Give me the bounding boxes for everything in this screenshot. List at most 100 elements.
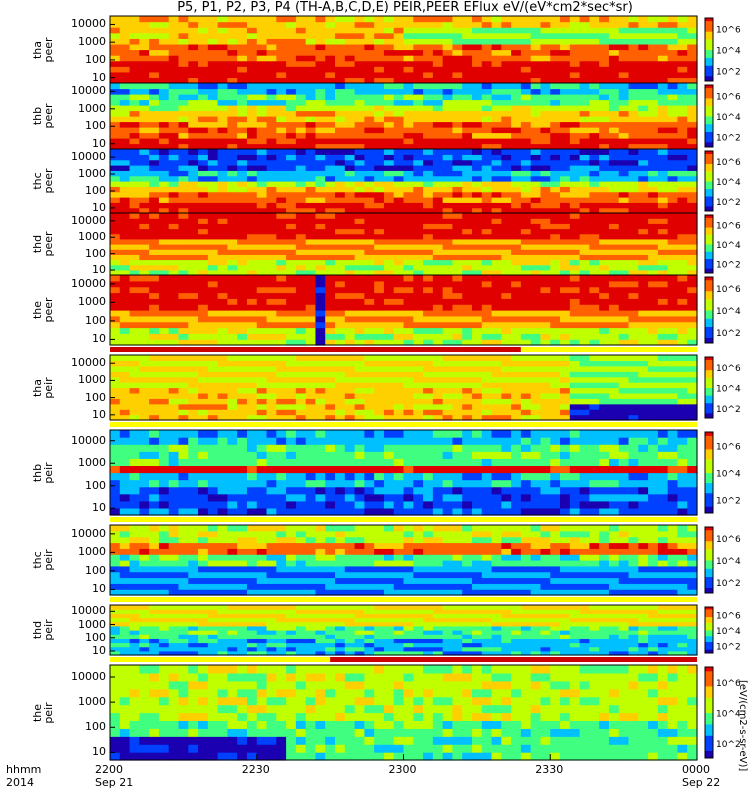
heatmap-cell [256, 154, 268, 161]
heatmap-cell [442, 21, 454, 28]
heatmap-cell [648, 110, 659, 117]
heatmap-cell [335, 83, 346, 90]
heatmap-cell [149, 500, 160, 509]
heatmap-cell [119, 414, 131, 421]
heatmap-cell [325, 409, 336, 416]
heatmap-cell [569, 43, 581, 51]
heatmap-cell [110, 458, 121, 467]
heatmap-cell [217, 259, 228, 266]
heatmap-cell [687, 213, 698, 219]
heatmap-cell [423, 465, 434, 474]
colorbar-segment [705, 310, 713, 314]
heatmap-cell [110, 365, 121, 372]
heatmap-cell [520, 376, 532, 383]
heatmap-cell [599, 280, 610, 288]
heatmap-cell [589, 197, 600, 203]
heatmap-cell [628, 315, 639, 323]
heatmap-cell [511, 486, 522, 495]
heatmap-cell [657, 493, 669, 502]
heatmap-cell [207, 138, 219, 145]
heatmap-cell [423, 275, 434, 282]
heatmap-cell [344, 21, 356, 28]
heatmap-cell [374, 376, 385, 383]
heatmap-cell [657, 465, 669, 474]
heatmap-cell [481, 269, 493, 276]
heatmap-cell [638, 238, 649, 245]
heatmap-cell [188, 493, 199, 502]
heatmap-cell [560, 159, 571, 166]
heatmap-cell [638, 500, 649, 509]
heatmap-cell [237, 493, 248, 502]
heatmap-cell [452, 181, 463, 187]
heatmap-cell [110, 223, 121, 230]
heatmap-cell [305, 94, 317, 101]
heatmap-cell [393, 500, 405, 509]
heatmap-cell [305, 43, 317, 51]
heatmap-cell [227, 191, 238, 198]
heatmap-cell [237, 223, 248, 230]
heatmap-cell [295, 175, 307, 182]
heatmap-cell [511, 170, 522, 177]
heatmap-cell [266, 371, 277, 378]
heatmap-cell [266, 88, 277, 95]
heatmap-cell [217, 244, 228, 250]
heatmap-cell [413, 94, 424, 101]
heatmap-cell [354, 143, 365, 150]
heatmap-cell [178, 32, 189, 39]
heatmap-cell [638, 38, 649, 45]
heatmap-cell [501, 382, 512, 389]
heatmap-cell [501, 127, 512, 134]
heatmap-cell [540, 304, 551, 311]
heatmap-cell [188, 77, 199, 84]
heatmap-cell [491, 191, 502, 198]
heatmap-cell [452, 321, 463, 329]
heatmap-cell [471, 38, 483, 45]
heatmap-cell [628, 238, 639, 245]
heatmap-cell [383, 472, 395, 481]
heatmap-cell [139, 170, 150, 177]
heatmap-cell [462, 143, 473, 150]
heatmap-cell [618, 472, 630, 481]
heatmap-cell [432, 213, 444, 219]
colorbar-segment [705, 227, 713, 230]
heatmap-cell [677, 327, 688, 334]
heatmap-cell [579, 202, 590, 209]
heatmap-cell [198, 264, 209, 271]
heatmap-cell [452, 398, 463, 405]
heatmap-cell [413, 365, 424, 372]
heatmap-cell [579, 213, 590, 219]
heatmap-cell [344, 60, 356, 67]
heatmap-cell [246, 315, 258, 323]
heatmap-cell [491, 355, 502, 362]
heatmap-cell [158, 310, 170, 317]
heatmap-cell [657, 365, 669, 372]
heatmap-cell [530, 298, 542, 305]
heatmap-cell [599, 94, 610, 101]
heatmap-cell [687, 105, 698, 112]
heatmap-cell [579, 83, 590, 90]
heatmap-cell [657, 143, 669, 150]
heatmap-cell [178, 269, 189, 276]
heatmap-cell [198, 121, 209, 128]
heatmap-cell [158, 191, 170, 198]
heatmap-cell [364, 414, 375, 421]
heatmap-cell [403, 355, 414, 362]
heatmap-cell [667, 333, 679, 340]
heatmap-cell [667, 143, 679, 150]
heatmap-cell [305, 458, 317, 467]
heatmap-cell [520, 88, 532, 95]
heatmap-cell [188, 371, 199, 378]
heatmap-cell [383, 38, 395, 45]
heatmap-cell [119, 465, 131, 474]
heatmap-cell [246, 333, 258, 340]
heatmap-cell [491, 32, 502, 39]
heatmap-cell [227, 94, 238, 101]
heatmap-cell [687, 355, 698, 362]
heatmap-cell [178, 66, 189, 73]
heatmap-cell [569, 414, 581, 421]
heatmap-cell [276, 280, 287, 288]
colorbar-tick-label: 10^4 [716, 113, 741, 123]
heatmap-cell [648, 371, 659, 378]
heatmap-cell [227, 392, 238, 399]
heatmap-cell [667, 38, 679, 45]
